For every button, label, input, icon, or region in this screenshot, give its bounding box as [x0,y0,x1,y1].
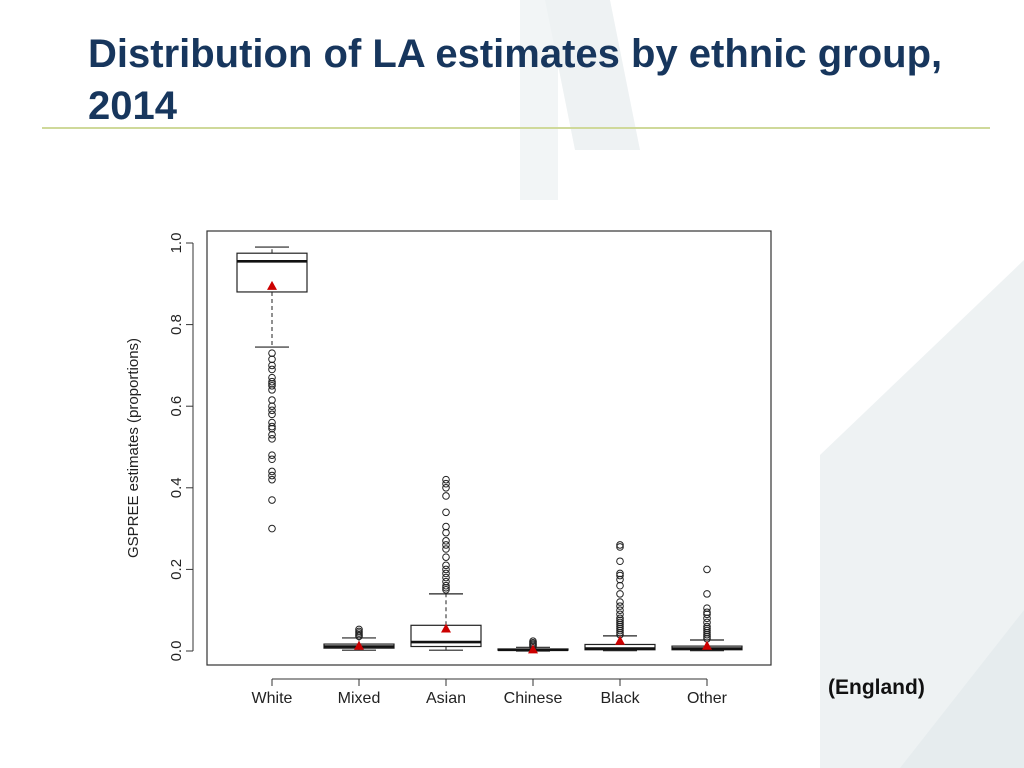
outlier-point [616,610,624,619]
outlier-point [442,475,450,484]
outlier-point [616,606,624,615]
box-black [584,541,656,652]
x-tick-label: Asian [426,690,466,707]
box-chinese [497,637,569,654]
outlier-point [268,365,276,374]
y-axis-label: GSPREE estimates (proportions) [125,338,142,558]
outlier-point [442,545,450,553]
y-tick-label: 1.0 [168,233,185,254]
mean-marker [528,644,538,654]
outlier-point [703,622,711,631]
outlier-point [703,626,711,635]
box-mixed [323,625,395,651]
y-tick-label: 0.0 [168,641,185,662]
outlier-point [268,406,276,415]
outlier-point [442,577,450,586]
outlier-point [442,492,450,500]
outlier-point [442,561,450,570]
outlier-point [442,573,450,582]
outlier-point [268,430,276,439]
outlier-point [268,455,276,464]
outlier-point [268,475,276,484]
mean-marker [702,640,712,650]
outlier-point [442,586,450,594]
y-tick-label: 0.4 [168,477,185,498]
y-tick-label: 0.2 [168,559,185,580]
slide-title: Distribution of LA estimates by ethnic g… [88,32,943,128]
outlier-point [442,522,450,531]
outlier-point [355,627,363,636]
outlier-point [616,614,624,623]
y-tick-label: 0.8 [168,314,185,335]
outlier-point [616,590,624,598]
mean-marker [267,280,277,290]
outlier-point [442,541,450,549]
outlier-point [268,422,276,431]
outlier-point [268,471,276,480]
outlier-point [616,543,624,551]
outlier-point [442,553,450,561]
mean-marker [441,623,451,633]
outlier-point [616,602,624,610]
boxes [236,246,743,654]
x-tick-label: Mixed [338,690,381,707]
outlier-point [703,590,711,598]
outlier-point [355,625,363,634]
outlier-point [616,557,624,566]
outlier-point [442,581,450,590]
outlier-point [268,402,276,411]
outlier-point [442,508,450,517]
outlier-point [703,608,711,617]
outlier-point [616,569,624,578]
outlier-point [616,598,624,606]
outlier-point [616,541,624,549]
mean-marker [615,635,625,645]
outlier-point [703,618,711,627]
outlier-point [268,410,276,419]
y-axis: 0.0 0.2 0.4 0.6 0.8 1.0 [168,233,194,662]
outlier-point [268,467,276,476]
box-other [671,565,743,652]
x-tick-label: Black [600,690,640,707]
outlier-point [268,361,276,370]
title-divider [42,127,990,129]
outlier-point [442,484,450,492]
outlier-point [616,618,624,627]
box-white [236,246,308,533]
outlier-point [268,382,276,390]
outlier-point [703,565,711,574]
outlier-point [268,435,276,443]
mean-marker [354,640,364,650]
outlier-point [442,479,450,488]
plot-frame [206,230,772,666]
y-tick-label: 0.6 [168,396,185,417]
outlier-point [268,377,276,386]
outlier-point [442,537,450,545]
box-asian [410,475,482,651]
outlier-point [268,496,276,504]
x-tick-label: White [252,690,293,707]
outlier-point [268,524,276,533]
outlier-point [268,451,276,459]
outlier-point [268,386,276,394]
x-tick-label: Other [687,690,728,707]
x-axis: White Mixed Asian Chinese Black Other [252,678,728,707]
outlier-point [442,565,450,574]
region-note: (England) [828,676,925,699]
outlier-point [703,604,711,612]
outlier-point [616,571,624,580]
outlier-point [442,569,450,578]
x-tick-label: Chinese [504,690,563,707]
